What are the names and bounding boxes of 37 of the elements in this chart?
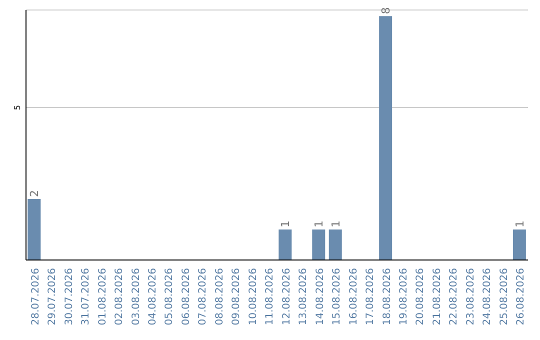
x-tick-label: 06.08.2026 — [180, 268, 192, 326]
x-tick-label: 02.08.2026 — [114, 268, 126, 326]
data-label: 1 — [312, 220, 326, 228]
data-label: 1 — [513, 220, 526, 228]
x-tick-label: 07.08.2026 — [198, 268, 209, 326]
x-tick-label: 05.08.2026 — [164, 268, 176, 326]
x-tick-label: 15.08.2026 — [332, 268, 343, 326]
x-tick-label: 29.07.2026 — [47, 268, 58, 326]
x-tick-label: 18.08.2026 — [382, 268, 393, 326]
data-label: 2 — [28, 190, 42, 198]
x-tick-label: 01.08.2026 — [97, 268, 108, 326]
x-tick-label: 16.08.2026 — [348, 268, 360, 326]
x-tick-label: 21.08.2026 — [432, 268, 443, 326]
x-tick-label: 20.08.2026 — [415, 268, 426, 326]
x-tick-label: 10.08.2026 — [248, 268, 259, 326]
data-label: 1 — [329, 220, 342, 228]
x-tick-label: 03.08.2026 — [130, 268, 142, 326]
x-tick-label: 25.08.2026 — [498, 268, 510, 326]
x-tick-label: 19.08.2026 — [398, 268, 410, 326]
x-tick-label: 14.08.2026 — [314, 268, 326, 326]
x-tick-label: 17.08.2026 — [365, 268, 376, 326]
data-label: 8 — [380, 7, 393, 14]
x-tick-label: 09.08.2026 — [231, 268, 242, 326]
data-label: 1 — [279, 220, 292, 228]
x-tick-label: 08.08.2026 — [214, 268, 226, 326]
x-tick-label: 04.08.2026 — [148, 268, 158, 326]
y-tick-label: 5 — [13, 105, 22, 110]
x-tick-label: 23.08.2026 — [465, 268, 476, 326]
x-tick-label: 30.07.2026 — [64, 268, 75, 326]
x-tick-label: 24.08.2026 — [482, 268, 494, 326]
x-tick-label: 13.08.2026 — [298, 268, 310, 326]
x-tick-label: 28.07.2026 — [30, 268, 42, 326]
x-tick-label: 12.08.2026 — [281, 268, 292, 326]
x-tick-label: 26.08.2026 — [516, 268, 527, 326]
x-tick-label: 11.08.2026 — [264, 268, 276, 326]
x-tick-label: 31.07.2026 — [80, 268, 92, 326]
x-tick-label: 22.08.2026 — [448, 268, 460, 326]
